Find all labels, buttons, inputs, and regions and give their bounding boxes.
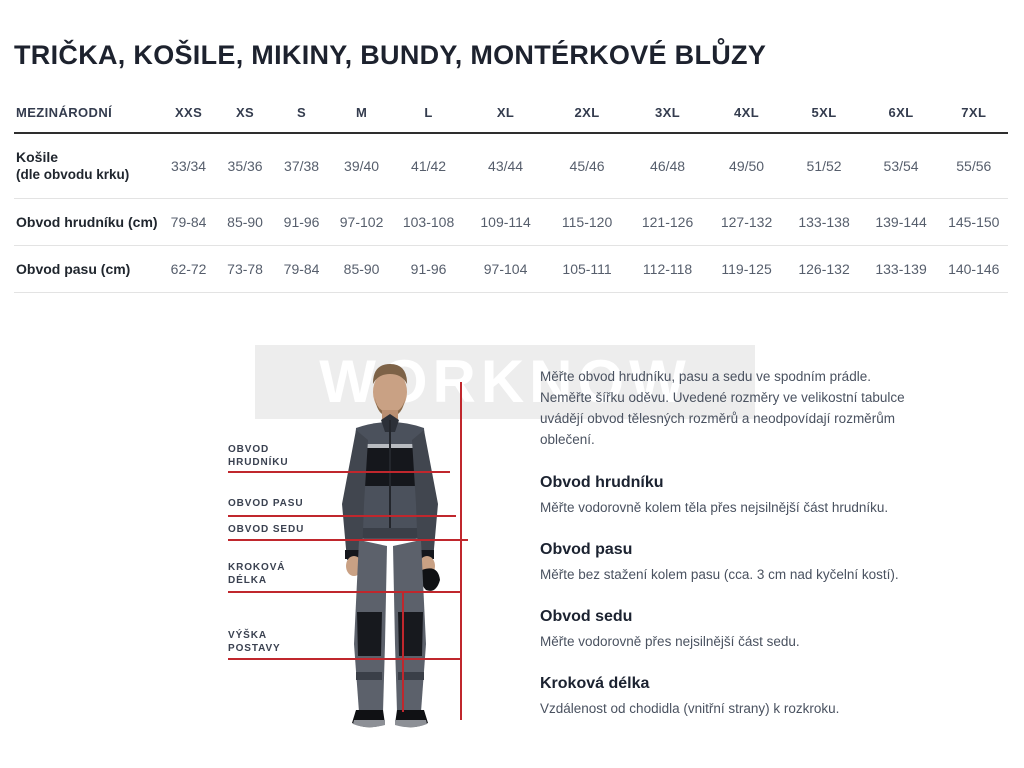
size-value-cell: 139-144 <box>875 214 927 230</box>
guide-intro-text: Měřte obvod hrudníku, pasu a sedu ve spo… <box>540 369 905 447</box>
chest-measure-line <box>228 471 450 473</box>
size-value-cell: 35/36 <box>227 158 263 174</box>
guide-heading-waist: Obvod pasu <box>540 541 633 558</box>
size-value-cell: 119-125 <box>721 261 772 277</box>
size-value-cell: 115-120 <box>561 214 613 230</box>
inseam-vertical-line <box>402 591 404 712</box>
column-header-3xl: 3XL <box>655 105 681 120</box>
guide-text-chest: Měřte vodorovně kolem těla přes nejsilně… <box>540 500 889 515</box>
guide-text-seat: Měřte vodorovně přes nejsilnější část se… <box>540 634 800 649</box>
column-header-xxs: XXS <box>174 105 203 120</box>
table-row-hrudnik: Obvod hrudníku (cm) 79-84 85-90 91-96 97… <box>14 199 1008 246</box>
body-height-vertical-line <box>460 382 462 720</box>
size-value-cell: 79-84 <box>170 214 207 230</box>
size-value-cell: 46/48 <box>650 158 686 174</box>
column-header-l: L <box>424 105 433 120</box>
size-value-cell: 91-96 <box>283 214 320 230</box>
size-value-cell: 140-146 <box>948 261 1000 277</box>
size-value-cell: 41/42 <box>411 158 447 174</box>
column-header-xl: XL <box>496 105 515 120</box>
size-value-cell: 126-132 <box>798 261 850 277</box>
size-value-cell: 145-150 <box>948 214 1000 230</box>
size-value-cell: 109-114 <box>480 214 531 230</box>
size-table-header-row: MEZINÁRODNÍ XXS XS S M L XL 2XL 3XL 4XL … <box>14 96 1008 133</box>
size-value-cell: 37/38 <box>284 158 320 174</box>
column-header-xs: XS <box>235 105 255 120</box>
size-value-cell: 103-108 <box>402 214 455 230</box>
size-value-cell: 53/54 <box>883 158 919 174</box>
size-table: MEZINÁRODNÍ XXS XS S M L XL 2XL 3XL 4XL … <box>14 96 1008 293</box>
waist-measure-line <box>228 515 456 517</box>
row-label-hrudnik: Obvod hrudníku (cm) <box>16 214 158 230</box>
guide-text-waist: Měřte bez stažení kolem pasu (cca. 3 cm … <box>540 567 899 582</box>
size-value-cell: 43/44 <box>488 158 524 174</box>
guide-section-chest: Obvod hrudníku Měřte vodorovně kolem těl… <box>540 474 912 518</box>
guide-section-waist: Obvod pasu Měřte bez stažení kolem pasu … <box>540 541 912 585</box>
guide-heading-seat: Obvod sedu <box>540 608 633 625</box>
worker-model-photo <box>298 354 478 740</box>
row-label-text: Košile <box>16 149 59 165</box>
seat-measure-line <box>228 539 468 541</box>
guide-section-inseam: Kroková délka Vzdálenost od chodidla (vn… <box>540 675 912 719</box>
page-title: TRIČKA, KOŠILE, MIKINY, BUNDY, MONTÉRKOV… <box>14 40 767 71</box>
label-waist-circumference: OBVOD PASU <box>228 498 304 509</box>
size-value-cell: 45/46 <box>569 158 605 174</box>
size-value-cell: 51/52 <box>806 158 842 174</box>
size-value-cell: 97-104 <box>483 261 528 277</box>
size-value-cell: 62-72 <box>170 261 207 277</box>
size-value-cell: 91-96 <box>410 261 447 277</box>
guide-heading-chest: Obvod hrudníku <box>540 474 664 491</box>
size-value-cell: 127-132 <box>720 214 773 230</box>
table-row-kosile: Košile (dle obvodu krku) 33/34 35/36 37/… <box>14 133 1008 199</box>
column-header-6xl: 6XL <box>888 105 914 120</box>
column-header-m: M <box>355 105 368 120</box>
label-inseam-length: KROKOVÁ DÉLKA <box>228 562 286 586</box>
size-value-cell: 85-90 <box>343 261 380 277</box>
column-header-4xl: 4XL <box>734 105 760 120</box>
column-header-s: S <box>297 105 307 120</box>
watermark-band: WORKNOW <box>255 345 755 419</box>
label-seat-circumference: OBVOD SEDU <box>228 524 305 535</box>
row-label-pas: Obvod pasu (cm) <box>16 261 131 277</box>
worker-figure-illustration <box>342 364 440 728</box>
column-header-7xl: 7XL <box>961 105 987 120</box>
size-value-cell: 79-84 <box>283 261 320 277</box>
body-height-measure-line <box>228 658 462 660</box>
size-value-cell: 105-111 <box>562 261 612 277</box>
guide-section-seat: Obvod sedu Měřte vodorovně přes nejsilně… <box>540 608 912 652</box>
column-header-5xl: 5XL <box>811 105 837 120</box>
size-value-cell: 85-90 <box>227 214 263 230</box>
table-row-pas: Obvod pasu (cm) 62-72 73-78 79-84 85-90 … <box>14 246 1008 293</box>
column-header-international: MEZINÁRODNÍ <box>16 105 113 120</box>
size-value-cell: 39/40 <box>344 158 380 174</box>
row-sublabel-text: (dle obvodu krku) <box>16 167 130 182</box>
size-value-cell: 112-118 <box>642 261 693 277</box>
guide-heading-inseam: Kroková délka <box>540 675 650 692</box>
label-chest-circumference: OBVOD HRUDNÍKU <box>228 444 289 468</box>
row-label-kosile: Košile (dle obvodu krku) <box>14 133 160 199</box>
size-value-cell: 49/50 <box>729 158 765 174</box>
size-value-cell: 73-78 <box>227 261 263 277</box>
size-value-cell: 33/34 <box>171 158 207 174</box>
size-value-cell: 55/56 <box>956 158 992 174</box>
size-value-cell: 97-102 <box>339 214 384 230</box>
inseam-measure-line <box>228 591 462 593</box>
measuring-guide: Měřte obvod hrudníku, pasu a sedu ve spo… <box>540 366 912 742</box>
label-body-height: VÝŠKA POSTAVY <box>228 630 281 654</box>
size-value-cell: 133-139 <box>875 261 927 277</box>
guide-text-inseam: Vzdálenost od chodidla (vnitřní strany) … <box>540 701 840 716</box>
column-header-2xl: 2XL <box>574 105 600 120</box>
size-value-cell: 121-126 <box>641 214 694 230</box>
size-value-cell: 133-138 <box>798 214 850 230</box>
